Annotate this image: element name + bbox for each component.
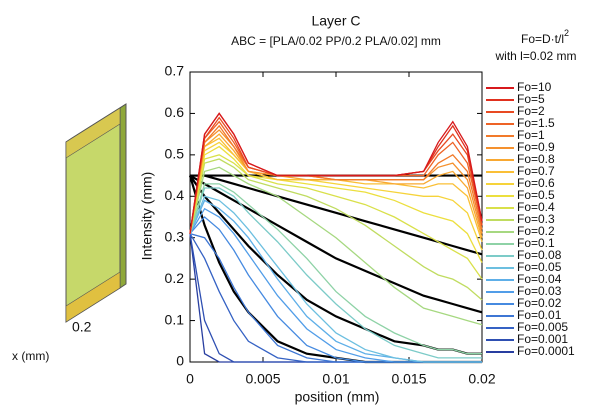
y-axis-label: Intensity (mm) <box>139 172 155 261</box>
series-line <box>189 158 483 301</box>
series-line <box>189 124 483 234</box>
x-tick-label: 0 <box>186 371 194 387</box>
legend-label: Fo=0.04 <box>517 272 562 286</box>
series-line <box>189 233 482 363</box>
x-tick-label: 0.01 <box>322 371 349 387</box>
legend-label: Fo=0.5 <box>517 188 555 202</box>
legend-label: Fo=5 <box>517 92 545 106</box>
slab-layer <box>65 271 121 323</box>
series-line <box>189 145 483 263</box>
legend-label: Fo=0.1 <box>517 236 555 250</box>
series-line <box>189 195 482 363</box>
legend-label: Fo=0.001 <box>517 332 568 346</box>
x-tick-label: 0.02 <box>468 371 495 387</box>
series-line <box>189 112 483 234</box>
series-line <box>189 232 482 363</box>
series-line <box>189 133 483 238</box>
y-tick-label: 0 <box>176 353 184 369</box>
formula-note-2: with l=0.02 mm <box>494 49 576 63</box>
y-tick-label: 0.3 <box>165 228 185 244</box>
x-axis-label: position (mm) <box>295 389 380 405</box>
legend-label: Fo=0.03 <box>517 284 562 298</box>
slab-layer <box>65 107 121 159</box>
black-curve <box>188 175 482 364</box>
series-line <box>189 207 482 363</box>
slab-illustration <box>65 103 127 323</box>
legend-label: Fo=0.3 <box>517 212 555 226</box>
legend-label: Fo=0.01 <box>517 308 562 322</box>
y-tick-label: 0.6 <box>165 104 185 120</box>
formula-note: Fo=D·t/l2 <box>521 28 569 46</box>
y-tick-label: 0.7 <box>165 63 185 79</box>
black-curve <box>189 174 483 314</box>
legend-label: Fo=0.4 <box>517 200 555 214</box>
series-line <box>189 233 482 363</box>
slab-label: 0.2 <box>72 319 92 335</box>
legend-label: Fo=0.8 <box>517 152 555 166</box>
legend-label: Fo=0.05 <box>517 260 562 274</box>
legend-label: Fo=0.02 <box>517 296 562 310</box>
y-tick-label: 0.4 <box>165 187 185 203</box>
series-line <box>189 187 482 359</box>
series-line <box>189 137 483 243</box>
legend-label: Fo=1.5 <box>517 116 555 130</box>
series-line <box>189 199 482 363</box>
series-line <box>189 166 483 326</box>
formula-superscript: 2 <box>564 28 569 38</box>
legend-label: Fo=1 <box>517 128 545 142</box>
legend-label: Fo=0.08 <box>517 248 562 262</box>
chart-subtitle: ABC = [PLA/0.02 PP/0.2 PLA/0.02] mm <box>231 34 441 48</box>
x-tick-label: 0.015 <box>391 371 426 387</box>
series-line <box>189 183 482 355</box>
slab-axis-label: x (mm) <box>12 349 49 363</box>
formula-text: Fo=D·t/l <box>521 32 564 46</box>
legend-label: Fo=0.2 <box>517 224 555 238</box>
series-line <box>189 154 483 280</box>
series-line <box>189 112 483 234</box>
legend-label: Fo=0.0001 <box>517 344 575 358</box>
legend-label: Fo=0.005 <box>517 320 568 334</box>
slab-side <box>119 103 127 289</box>
y-tick-label: 0.1 <box>165 311 185 327</box>
y-tick-label: 0.5 <box>165 146 185 162</box>
black-curve <box>189 174 482 355</box>
legend-label: Fo=0.9 <box>517 140 555 154</box>
series-line <box>189 233 482 363</box>
x-tick-label: 0.005 <box>245 371 280 387</box>
series-line <box>189 141 483 251</box>
legend-label: Fo=2 <box>517 104 545 118</box>
y-tick-label: 0.2 <box>165 270 185 286</box>
black-curve <box>190 174 483 256</box>
legend-label: Fo=0.7 <box>517 164 555 178</box>
chart-title: Layer C <box>311 13 360 29</box>
legend-label: Fo=0.6 <box>517 176 555 190</box>
legend-label: Fo=10 <box>517 80 552 94</box>
